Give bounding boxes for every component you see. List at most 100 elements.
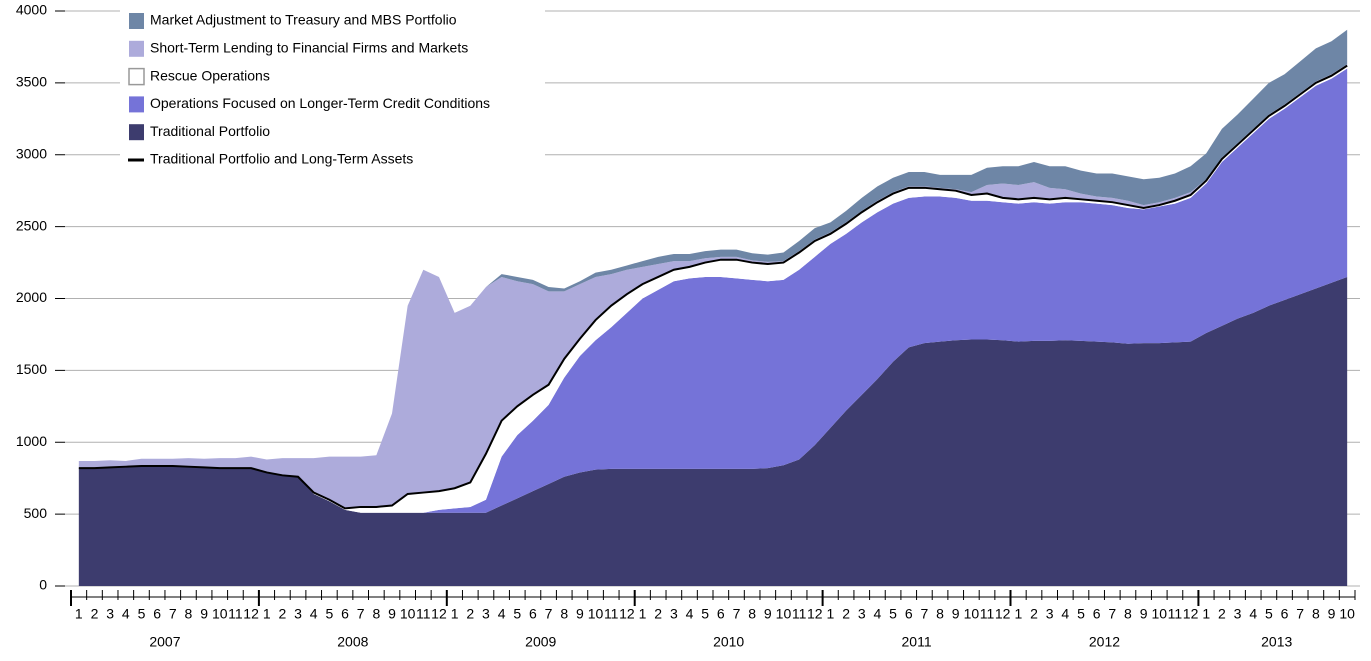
x-tick-label: 5 — [138, 606, 146, 622]
legend-label: Traditional Portfolio and Long-Term Asse… — [150, 151, 413, 167]
x-tick-label: 1 — [1202, 606, 1210, 622]
x-tick-label: 7 — [920, 606, 928, 622]
year-label: 2010 — [713, 634, 744, 650]
x-tick-label: 1 — [75, 606, 83, 622]
x-tick-label: 11 — [792, 606, 807, 622]
y-tick-label: 2500 — [16, 217, 47, 233]
year-label: 2013 — [1261, 634, 1292, 650]
x-tick-label: 4 — [498, 606, 506, 622]
x-tick-label: 6 — [153, 606, 161, 622]
x-tick-label: 12 — [1183, 606, 1199, 622]
year-label: 2011 — [902, 634, 932, 650]
legend-swatch — [129, 40, 144, 57]
year-label: 2012 — [1089, 634, 1120, 650]
x-tick-label: 11 — [604, 606, 619, 622]
x-tick-label: 11 — [980, 606, 995, 622]
line — [78, 64, 1348, 510]
x-tick-label: 7 — [1108, 606, 1116, 622]
x-tick-label: 6 — [1093, 606, 1101, 622]
x-tick-label: 3 — [482, 606, 490, 622]
x-tick-label: 9 — [1328, 606, 1336, 622]
x-tick-label: 11 — [416, 606, 431, 622]
x-tick-label: 11 — [228, 606, 243, 622]
x-tick-label: 10 — [1339, 606, 1355, 622]
legend-label: Traditional Portfolio — [150, 123, 270, 139]
x-tick-label: 2 — [466, 606, 474, 622]
x-tick-label: 8 — [185, 606, 193, 622]
x-tick-label: 6 — [717, 606, 725, 622]
x-tick-label: 4 — [122, 606, 130, 622]
x-tick-label: 7 — [169, 606, 177, 622]
x-tick-label: 3 — [1046, 606, 1054, 622]
y-tick-label: 0 — [39, 577, 47, 593]
x-tick-label: 8 — [748, 606, 756, 622]
x-tick-label: 12 — [243, 606, 259, 622]
x-tick-label: 7 — [733, 606, 741, 622]
x-tick-label: 12 — [807, 606, 823, 622]
legend-label: Operations Focused on Longer-Term Credit… — [150, 95, 490, 111]
x-tick-label: 2 — [842, 606, 850, 622]
year-label: 2009 — [525, 634, 556, 650]
legend-label: Short-Term Lending to Financial Firms an… — [150, 40, 468, 56]
x-tick-label: 3 — [294, 606, 302, 622]
x-tick-label: 9 — [1140, 606, 1148, 622]
x-tick-label: 10 — [964, 606, 980, 622]
x-tick-label: 4 — [1061, 606, 1069, 622]
x-tick-label: 7 — [545, 606, 553, 622]
x-tick-label: 6 — [1281, 606, 1289, 622]
x-tick-label: 8 — [560, 606, 568, 622]
x-tick-label: 9 — [388, 606, 396, 622]
x-tick-label: 9 — [200, 606, 208, 622]
x-tick-label: 8 — [372, 606, 380, 622]
legend-swatch — [129, 124, 144, 141]
year-label: 2008 — [337, 634, 368, 650]
x-tick-label: 8 — [936, 606, 944, 622]
x-tick-label: 5 — [1077, 606, 1085, 622]
x-tick-label: 11 — [1168, 606, 1183, 622]
x-tick-label: 3 — [106, 606, 114, 622]
x-tick-label: 2 — [91, 606, 99, 622]
area — [78, 276, 1348, 586]
legend-swatch — [129, 96, 144, 113]
legend-label: Market Adjustment to Treasury and MBS Po… — [150, 12, 457, 28]
x-tick-label: 5 — [513, 606, 521, 622]
x-tick-label: 6 — [905, 606, 913, 622]
y-tick-label: 3000 — [16, 145, 47, 161]
legend-swatch — [129, 13, 144, 29]
x-tick-label: 2 — [278, 606, 286, 622]
x-tick-label: 8 — [1124, 606, 1132, 622]
x-tick-label: 4 — [686, 606, 694, 622]
x-tick-label: 10 — [588, 606, 604, 622]
x-tick-label: 8 — [1312, 606, 1320, 622]
x-tick-label: 2 — [1218, 606, 1226, 622]
x-tick-label: 12 — [619, 606, 635, 622]
y-tick-label: 1500 — [16, 361, 47, 377]
x-tick-label: 1 — [263, 606, 271, 622]
x-tick-label: 7 — [357, 606, 365, 622]
x-tick-label: 9 — [952, 606, 960, 622]
x-tick-label: 9 — [576, 606, 584, 622]
y-tick-label: 2000 — [16, 289, 47, 305]
x-tick-label: 10 — [400, 606, 416, 622]
x-tick-label: 12 — [995, 606, 1011, 622]
x-tick-label: 4 — [874, 606, 882, 622]
x-tick-label: 5 — [889, 606, 897, 622]
x-tick-label: 5 — [701, 606, 709, 622]
x-tick-label: 6 — [341, 606, 349, 622]
x-tick-label: 12 — [431, 606, 447, 622]
y-tick-label: 500 — [24, 505, 48, 521]
x-tick-label: 1 — [451, 606, 459, 622]
x-tick-label: 3 — [1234, 606, 1242, 622]
area — [78, 64, 1348, 509]
year-label: 2007 — [149, 634, 180, 650]
x-tick-label: 3 — [858, 606, 866, 622]
x-tick-label: 2 — [1030, 606, 1038, 622]
y-tick-label: 1000 — [16, 433, 47, 449]
x-tick-label: 4 — [1249, 606, 1257, 622]
x-tick-label: 10 — [1151, 606, 1167, 622]
x-tick-label: 1 — [639, 606, 647, 622]
x-tick-label: 5 — [325, 606, 333, 622]
y-tick-label: 4000 — [16, 2, 47, 18]
